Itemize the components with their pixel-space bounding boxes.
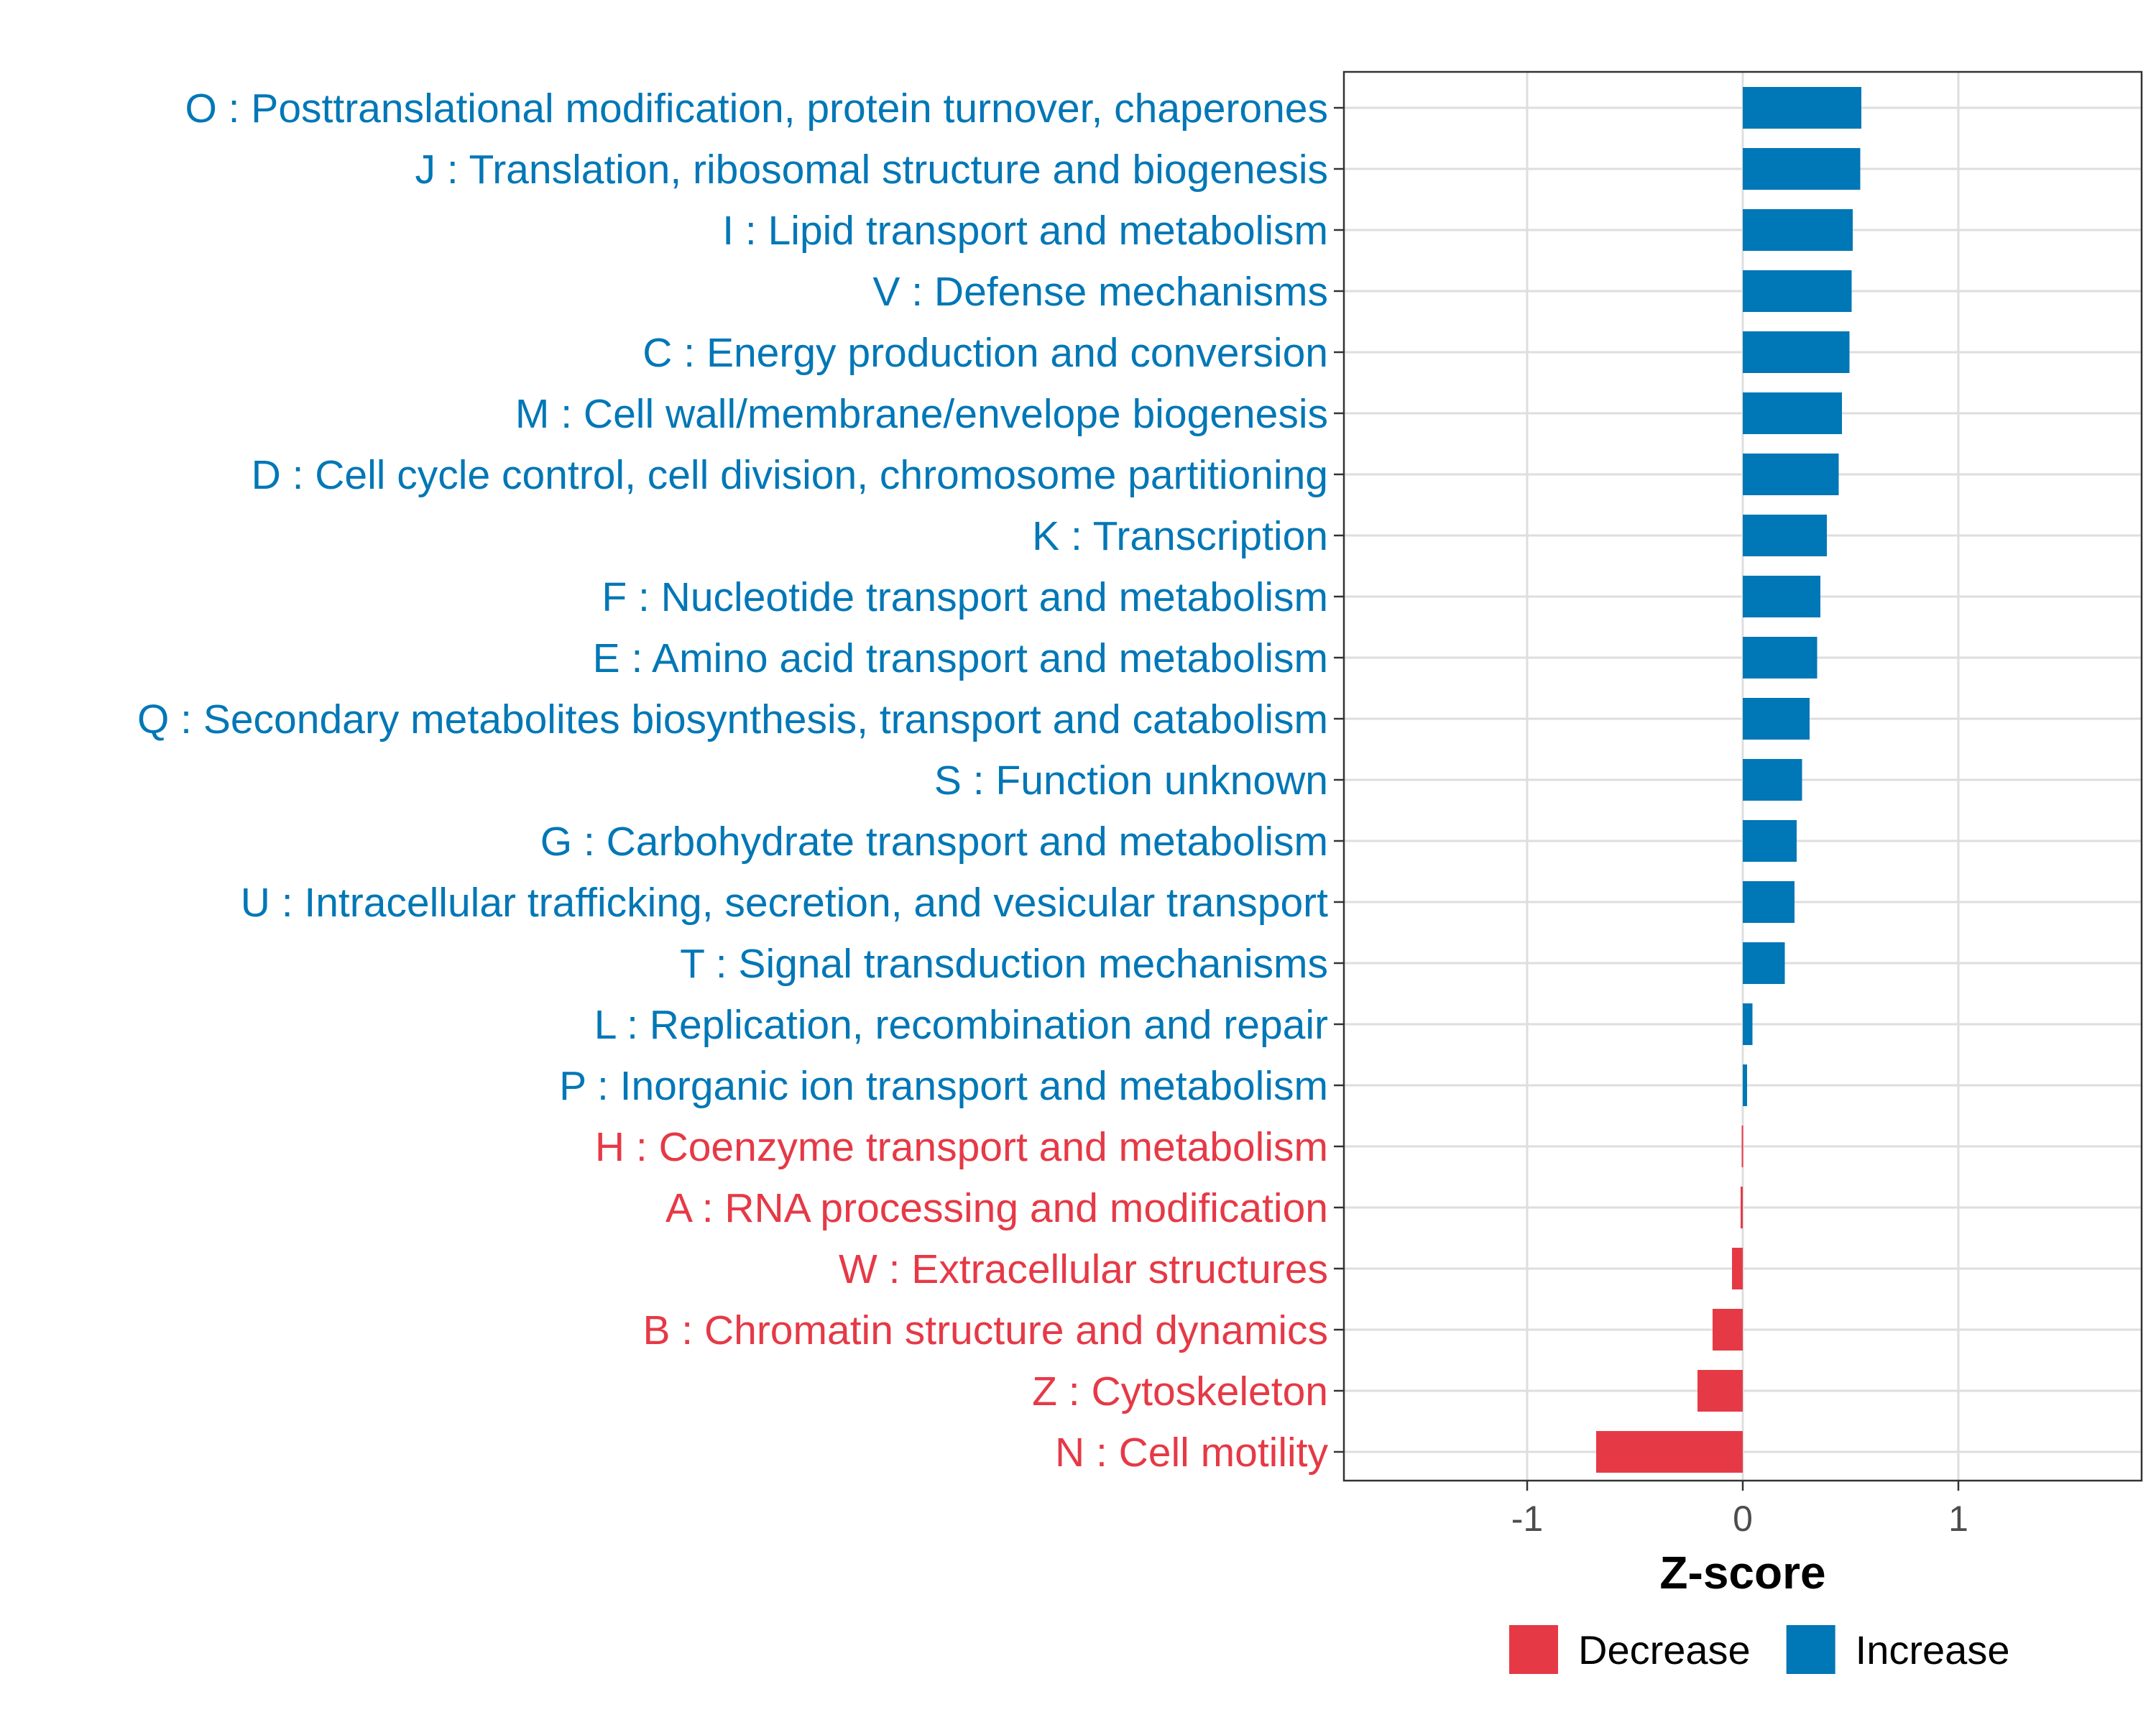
bar <box>1743 270 1852 312</box>
bar <box>1743 331 1850 373</box>
category-label: V : Defense mechanisms <box>872 269 1328 315</box>
bar <box>1743 87 1861 129</box>
bar <box>1743 820 1797 862</box>
bar <box>1743 392 1842 434</box>
y-axis-ticks <box>1334 106 1344 1453</box>
category-label: M : Cell wall/membrane/envelope biogenes… <box>515 391 1328 437</box>
category-label: Q : Secondary metabolites biosynthesis, … <box>137 696 1328 742</box>
legend-label: Increase <box>1856 1627 2010 1673</box>
bar <box>1743 576 1820 617</box>
bar <box>1743 881 1795 923</box>
bar <box>1743 148 1861 190</box>
x-axis-ticks: -1 0 1 <box>1511 1481 1968 1539</box>
bar <box>1743 698 1810 740</box>
legend-label: Decrease <box>1578 1627 1751 1673</box>
category-label: U : Intracellular trafficking, secretion… <box>241 880 1328 926</box>
legend: Decrease Increase <box>1509 1625 2009 1674</box>
category-label: T : Signal transduction mechanisms <box>680 941 1328 987</box>
bar <box>1743 942 1785 984</box>
bar <box>1743 637 1818 678</box>
x-axis-title: Z-score <box>1659 1547 1825 1598</box>
x-tick-label: -1 <box>1511 1499 1543 1539</box>
x-tick-label: 1 <box>1948 1499 1968 1539</box>
bar <box>1741 1187 1743 1228</box>
category-label: Z : Cytoskeleton <box>1032 1368 1328 1414</box>
category-label: H : Coenzyme transport and metabolism <box>595 1124 1328 1170</box>
category-label: D : Cell cycle control, cell division, c… <box>252 452 1328 498</box>
category-label: O : Posttranslational modification, prot… <box>185 86 1328 132</box>
y-axis-category-labels: O : Posttranslational modification, prot… <box>137 86 1329 1476</box>
category-label: W : Extracellular structures <box>839 1246 1328 1292</box>
bar <box>1743 1064 1747 1106</box>
bar <box>1697 1370 1743 1412</box>
category-label: E : Amino acid transport and metabolism <box>593 635 1328 681</box>
bar <box>1743 209 1853 251</box>
bar <box>1596 1431 1743 1473</box>
bar <box>1743 1003 1753 1045</box>
category-label: G : Carbohydrate transport and metabolis… <box>540 819 1328 865</box>
category-label: K : Transcription <box>1032 513 1328 559</box>
x-tick-label: 0 <box>1733 1499 1753 1539</box>
category-label: A : RNA processing and modification <box>665 1185 1328 1231</box>
bar <box>1743 454 1839 495</box>
bar <box>1743 759 1802 801</box>
category-label: J : Translation, ribosomal structure and… <box>415 147 1328 193</box>
category-label: F : Nucleotide transport and metabolism <box>602 574 1328 620</box>
bar <box>1732 1248 1743 1289</box>
category-label: B : Chromatin structure and dynamics <box>642 1307 1328 1353</box>
category-label: L : Replication, recombination and repai… <box>594 1002 1328 1048</box>
category-label: S : Function unknown <box>934 758 1328 804</box>
legend-swatch <box>1786 1625 1835 1674</box>
legend-swatch <box>1509 1625 1558 1674</box>
bars <box>1596 87 1861 1473</box>
category-label: P : Inorganic ion transport and metaboli… <box>559 1063 1328 1109</box>
bar <box>1743 515 1827 556</box>
category-label: N : Cell motility <box>1055 1430 1329 1476</box>
bar <box>1713 1309 1743 1351</box>
category-label: C : Energy production and conversion <box>642 330 1328 376</box>
category-label: I : Lipid transport and metabolism <box>722 208 1328 254</box>
bar <box>1741 1126 1743 1167</box>
